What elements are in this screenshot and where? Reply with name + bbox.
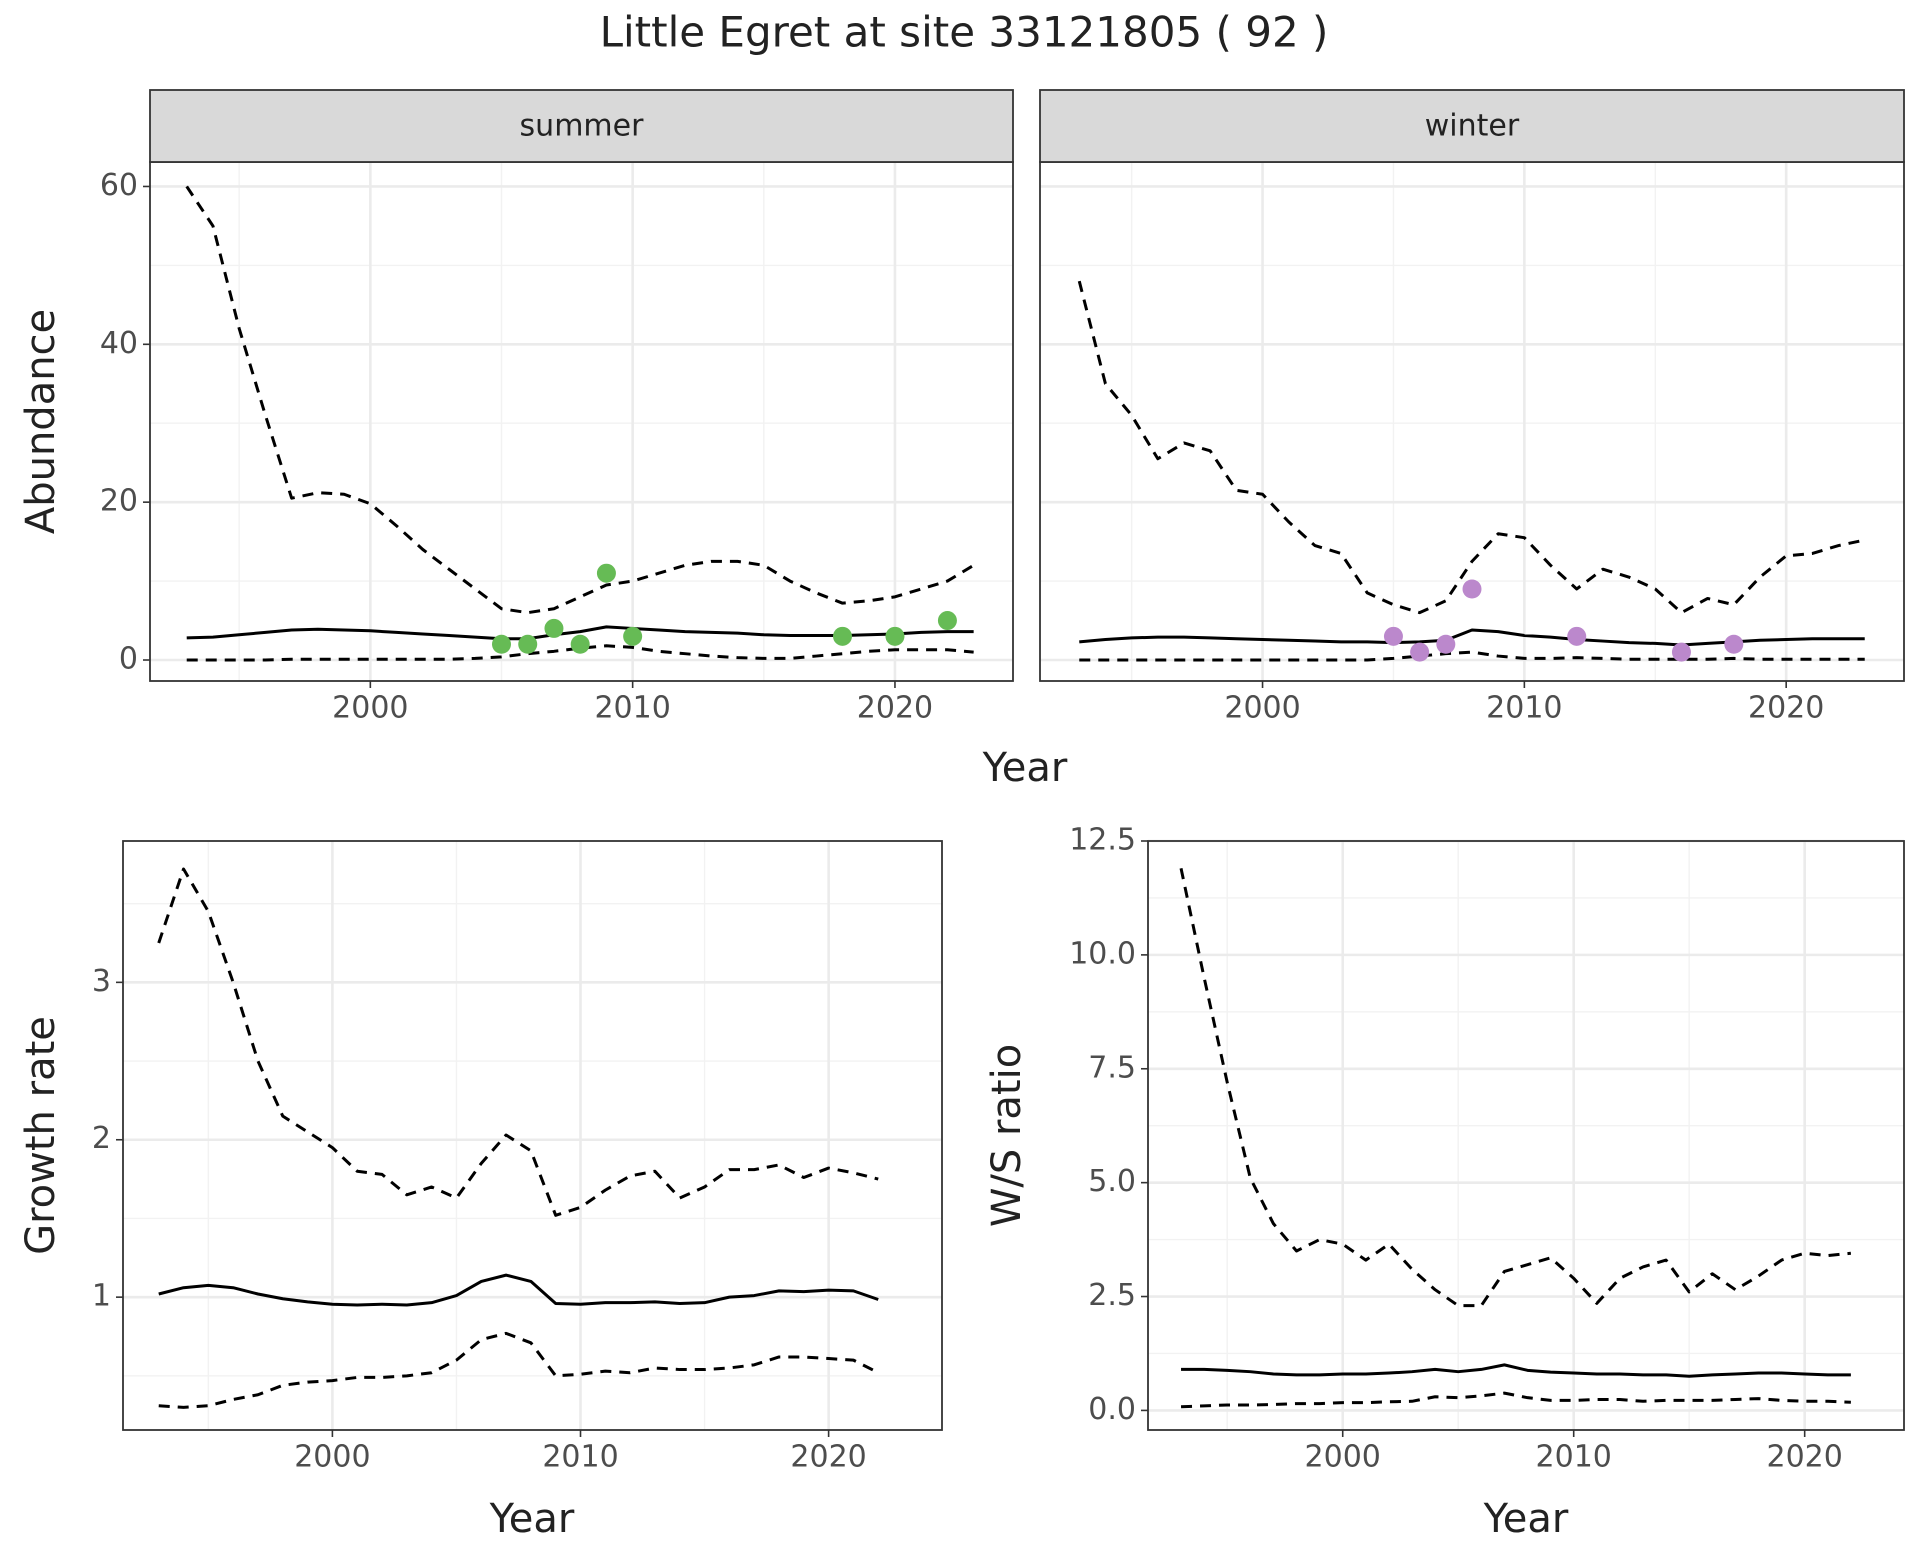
facet-strip — [1039, 89, 1905, 163]
panel-background — [1148, 841, 1904, 1430]
y-tick-label: 7.5 — [1088, 1050, 1136, 1085]
data-point — [1462, 579, 1482, 599]
x-tick-label: 2000 — [1305, 1440, 1381, 1475]
dashed-line — [1180, 1391, 1851, 1409]
data-point — [491, 634, 511, 654]
data-point — [596, 563, 616, 583]
data-point — [623, 626, 643, 646]
x-tick-label: 2000 — [1224, 691, 1300, 726]
data-point — [570, 634, 590, 654]
facet-label: winter — [1425, 109, 1520, 144]
x-tick-label: 2010 — [594, 691, 670, 726]
figure-title: Little Egret at site 33121805 ( 92 ) — [600, 8, 1329, 57]
y-tick-label: 60 — [100, 168, 138, 203]
y-tick-label: 10.0 — [1069, 936, 1136, 971]
x-tick-label: 2020 — [1748, 691, 1824, 726]
facet-label: summer — [520, 109, 645, 144]
y-tick-label: 3 — [92, 964, 111, 999]
x-tick-label: 2010 — [1486, 691, 1562, 726]
y-axis-label: Growth rate — [18, 1016, 64, 1255]
dashed-line — [1077, 280, 1866, 615]
y-tick-label: 40 — [100, 326, 138, 361]
x-tick-label: 2010 — [542, 1440, 618, 1475]
panel-background — [150, 162, 1013, 681]
x-tick-label: 2010 — [1536, 1440, 1612, 1475]
data-point — [885, 626, 905, 646]
data-point — [1436, 634, 1456, 654]
y-tick-label: 20 — [100, 484, 138, 519]
panel-background — [123, 841, 942, 1430]
data-point — [937, 611, 957, 631]
data-point — [1567, 626, 1587, 646]
x-tick-label: 2020 — [790, 1440, 866, 1475]
dashed-line — [158, 1331, 879, 1409]
panel-background — [1040, 162, 1904, 681]
data-point — [518, 634, 538, 654]
x-tick-label: 2020 — [857, 691, 933, 726]
data-point — [1724, 634, 1744, 654]
solid-line — [158, 1273, 879, 1307]
panel-border — [1147, 840, 1905, 1431]
x-axis-label: Year — [489, 1496, 575, 1542]
x-axis-label: Year — [982, 745, 1068, 791]
x-tick-label: 2020 — [1766, 1440, 1842, 1475]
y-tick-label: 0.0 — [1088, 1392, 1136, 1427]
data-point — [1383, 626, 1403, 646]
x-tick-label: 2000 — [332, 691, 408, 726]
y-tick-label: 12.5 — [1069, 823, 1136, 858]
data-point — [832, 626, 852, 646]
y-tick-label: 0 — [119, 642, 138, 677]
facet-strip — [149, 89, 1014, 163]
dashed-line — [185, 185, 975, 615]
y-tick-label: 2.5 — [1088, 1278, 1136, 1313]
x-axis-label: Year — [1483, 1496, 1569, 1542]
panel-border — [122, 840, 943, 1431]
data-point — [1410, 642, 1430, 662]
y-tick-label: 5.0 — [1088, 1164, 1136, 1199]
y-axis-label: Abundance — [18, 309, 64, 534]
solid-line — [1181, 1363, 1851, 1378]
data-point — [1671, 642, 1691, 662]
data-point — [544, 618, 564, 638]
dashed-line — [157, 867, 879, 1217]
y-tick-label: 1 — [92, 1279, 111, 1314]
y-tick-label: 2 — [92, 1121, 111, 1156]
y-axis-label: W/S ratio — [984, 1044, 1030, 1227]
x-tick-label: 2000 — [294, 1440, 370, 1475]
dashed-line — [1079, 650, 1865, 662]
